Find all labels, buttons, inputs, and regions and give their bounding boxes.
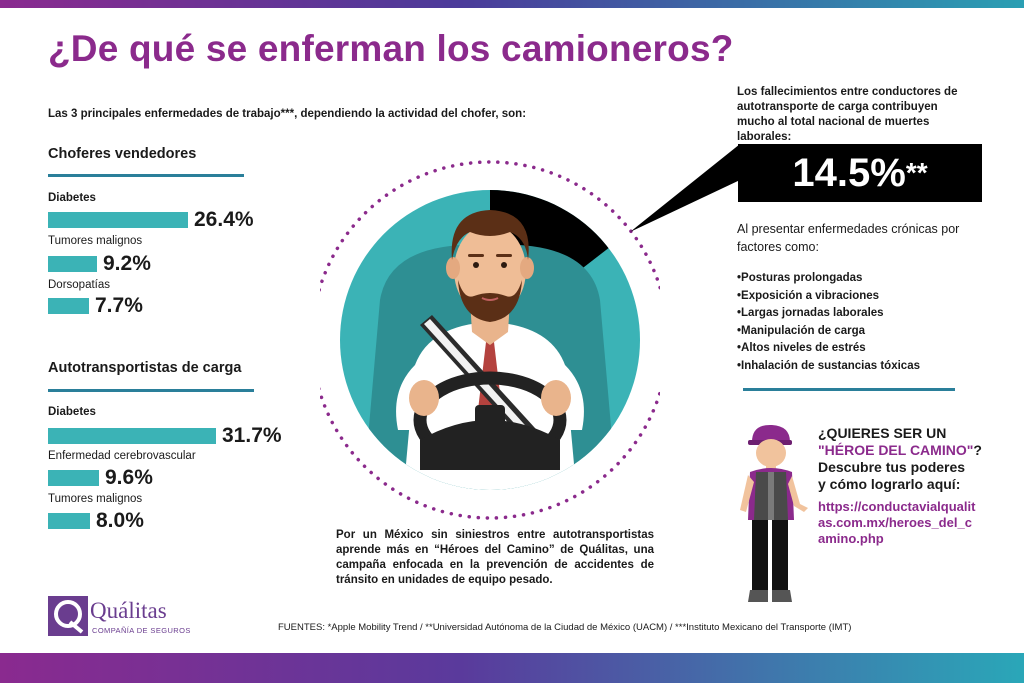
page-title: ¿De qué se enferman los camioneros? [48, 28, 734, 69]
factors-list: •Posturas prolongadas •Exposición a vibr… [737, 270, 920, 375]
bar-value: 31.7% [222, 424, 282, 447]
fatalities-percentage: 14.5% [792, 151, 906, 195]
hero-question-line1: ¿QUIERES SER UN [818, 425, 947, 441]
bar-value: 8.0% [96, 509, 144, 532]
list-item: •Manipulación de carga [737, 324, 865, 337]
bar-label: Enfermedad cerebrovascular [48, 450, 196, 462]
page-subtitle: Las 3 principales enfermedades de trabaj… [48, 108, 527, 120]
hero-question: ¿QUIERES SER UN "HÉROE DEL CAMINO"? Desc… [818, 425, 1008, 493]
callout-pointer [630, 144, 740, 232]
hero-character [740, 424, 808, 602]
list-item: •Largas jornadas laborales [737, 307, 884, 319]
fatalities-footnote-mark: ** [905, 157, 928, 188]
group-divider [48, 174, 244, 177]
group-title-choferes: Choferes vendedores [48, 146, 197, 162]
hero-question-line4: y cómo lograrlo aquí: [818, 476, 961, 492]
chronic-factors-intro: Al presentar enfermedades crónicas por f… [737, 222, 960, 254]
bar-label: Diabetes [48, 192, 96, 204]
bottom-gradient-bar [0, 653, 1024, 683]
bar-value: 9.6% [105, 466, 153, 489]
hero-question-line3: Descubre tus poderes [818, 459, 966, 475]
bar-diabetes-autotransportistas [48, 428, 216, 444]
hero-question-mark: ? [973, 442, 982, 458]
list-item: •Altos niveles de estrés [737, 342, 866, 354]
fatalities-percentage-box: 14.5%** [738, 144, 982, 202]
hero-question-highlight: "HÉROE DEL CAMINO" [818, 442, 974, 458]
bar-label: Tumores malignos [48, 235, 143, 247]
logo-tagline: COMPAÑÍA DE SEGUROS [92, 626, 191, 635]
group-title-autotransportistas: Autotransportistas de carga [48, 360, 242, 376]
bar-label: Diabetes [48, 406, 96, 418]
logo-name: Quálitas [90, 598, 167, 623]
bar-value: 7.7% [95, 294, 143, 317]
right-divider [743, 388, 955, 391]
bar-tumores-autotransportistas [48, 513, 90, 529]
list-item: •Inhalación de sustancias tóxicas [737, 359, 920, 372]
top-gradient-bar [0, 0, 1024, 8]
bar-cerebrovascular-autotransportistas [48, 470, 99, 486]
bar-dorsopatias-choferes [48, 298, 89, 314]
bar-tumores-choferes [48, 256, 97, 272]
group-divider [48, 389, 254, 392]
bar-diabetes-choferes [48, 212, 188, 228]
bar-label: Dorsopatías [48, 279, 111, 291]
bar-value: 9.2% [103, 252, 151, 275]
sources-footnote: FUENTES: *Apple Mobility Trend / **Unive… [278, 622, 852, 633]
driver-illustration [320, 160, 660, 520]
bar-label: Tumores malignos [48, 493, 143, 505]
bar-value: 26.4% [194, 208, 254, 231]
list-item: •Posturas prolongadas [737, 272, 863, 284]
list-item: •Exposición a vibraciones [737, 289, 880, 302]
qualitas-logo-icon [48, 596, 88, 636]
campaign-text: Por un México sin siniestros entre autot… [336, 529, 654, 586]
fatalities-intro: Los fallecimientos entre conductores de … [737, 86, 958, 143]
hero-link[interactable]: https://conductavialqualitas.com.mx/hero… [818, 499, 976, 546]
